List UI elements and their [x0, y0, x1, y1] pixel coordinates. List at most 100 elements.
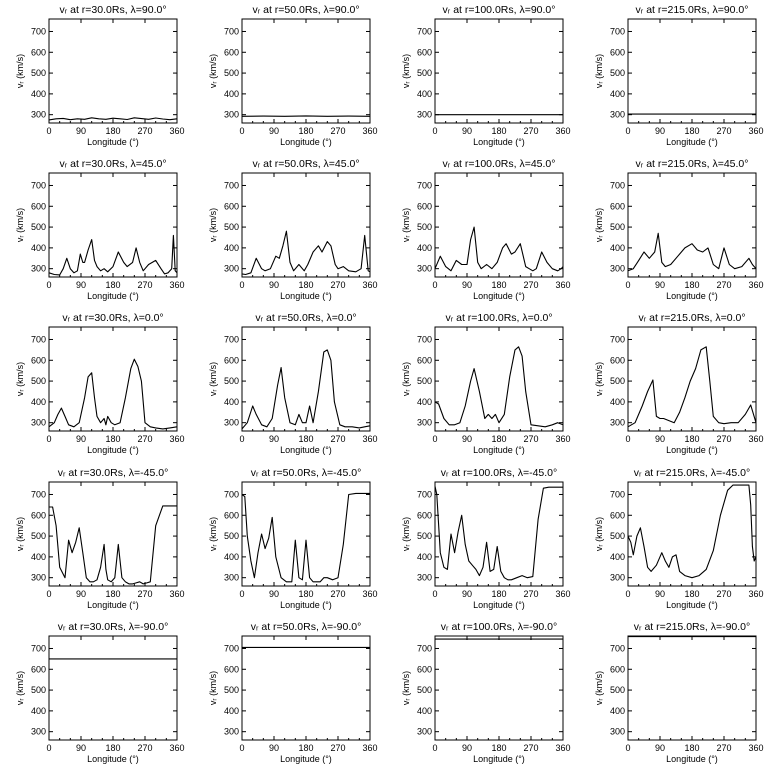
y-tick-label: 500 — [610, 685, 625, 695]
series-line — [434, 346, 564, 428]
x-tick-label: 90 — [655, 434, 665, 444]
x-tick-label: 90 — [76, 589, 86, 599]
x-tick-label: 270 — [523, 434, 538, 444]
x-tick-label: 180 — [105, 126, 120, 136]
x-axis-label: Longitude (°) — [473, 445, 525, 455]
x-tick-label: 0 — [46, 280, 51, 290]
y-tick-label: 700 — [417, 643, 432, 653]
plot-frame — [241, 172, 371, 278]
chart-title: vᵣ at r=30.0Rs, λ=90.0° — [59, 4, 166, 16]
y-tick-label: 600 — [417, 664, 432, 674]
chart-panel: vᵣ at r=215.0Rs, λ=45.0° 0 90 180 270 360 300 4… — [594, 158, 764, 301]
x-tick-label: 90 — [269, 589, 279, 599]
y-tick-label: 400 — [224, 397, 239, 407]
x-tick-label: 180 — [491, 280, 506, 290]
chart-panel: vᵣ at r=215.0Rs, λ=0.0° 0 90 180 270 360 300 40… — [594, 312, 764, 455]
y-tick-label: 500 — [610, 376, 625, 386]
x-tick-label: 360 — [748, 589, 763, 599]
x-tick-label: 360 — [748, 434, 763, 444]
y-tick-label: 700 — [610, 643, 625, 653]
x-tick-label: 0 — [432, 280, 437, 290]
plot-frame — [627, 481, 757, 587]
chart-panel: vᵣ at r=100.0Rs, λ=90.0° 0 90 180 270 360 300 4… — [401, 4, 571, 147]
x-tick-label: 0 — [432, 743, 437, 753]
y-tick-label: 400 — [417, 706, 432, 716]
x-tick-label: 270 — [137, 589, 152, 599]
y-tick-label: 300 — [417, 727, 432, 737]
y-tick-label: 700 — [610, 26, 625, 36]
x-tick-label: 0 — [432, 434, 437, 444]
x-tick-label: 0 — [239, 434, 244, 444]
plot-frame — [627, 326, 757, 432]
y-tick-label: 300 — [224, 264, 239, 274]
y-tick-label: 600 — [417, 47, 432, 57]
series-line — [627, 346, 757, 428]
y-tick-label: 400 — [610, 706, 625, 716]
y-tick-label: 600 — [31, 201, 46, 211]
y-axis-label: vᵣ (km/s) — [208, 362, 218, 396]
series-line — [434, 486, 563, 581]
y-tick-label: 300 — [31, 418, 46, 428]
y-axis-label: vᵣ (km/s) — [15, 517, 25, 551]
chart-title: vᵣ at r=100.0Rs, λ=45.0° — [443, 158, 556, 170]
y-tick-label: 500 — [417, 685, 432, 695]
y-tick-label: 300 — [417, 110, 432, 120]
x-axis-label: Longitude (°) — [666, 291, 718, 301]
x-tick-label: 90 — [462, 280, 472, 290]
plot-frame — [627, 18, 757, 124]
y-tick-label: 700 — [31, 643, 46, 653]
y-tick-label: 500 — [31, 222, 46, 232]
x-axis-label: Longitude (°) — [666, 137, 718, 147]
x-tick-label: 90 — [462, 434, 472, 444]
chart-panel: vᵣ at r=50.0Rs, λ=90.0° 0 90 180 270 360 300 40… — [208, 4, 378, 147]
x-tick-label: 180 — [491, 743, 506, 753]
chart-panel: vᵣ at r=215.0Rs, λ=-45.0° 0 90 180 270 360 300… — [594, 467, 764, 610]
series-line — [627, 484, 757, 579]
y-tick-label: 400 — [417, 243, 432, 253]
y-tick-label: 700 — [610, 334, 625, 344]
y-axis-label: vᵣ (km/s) — [15, 362, 25, 396]
y-tick-label: 700 — [31, 180, 46, 190]
plot-frame — [241, 635, 371, 741]
x-tick-label: 360 — [169, 589, 184, 599]
y-tick-label: 300 — [31, 727, 46, 737]
chart-title: vᵣ at r=100.0Rs, λ=-90.0° — [441, 621, 557, 633]
chart-panel: vᵣ at r=100.0Rs, λ=45.0° 0 90 180 270 360 300 4… — [401, 158, 571, 301]
x-axis-label: Longitude (°) — [280, 137, 332, 147]
x-tick-label: 270 — [137, 126, 152, 136]
x-tick-label: 90 — [76, 743, 86, 753]
x-tick-label: 90 — [462, 589, 472, 599]
x-tick-label: 180 — [684, 434, 699, 444]
x-tick-label: 270 — [716, 589, 731, 599]
x-tick-label: 0 — [46, 589, 51, 599]
x-tick-label: 90 — [269, 434, 279, 444]
plot-frame — [434, 481, 564, 587]
y-tick-label: 700 — [224, 180, 239, 190]
y-tick-label: 400 — [31, 706, 46, 716]
y-tick-label: 500 — [224, 68, 239, 78]
y-tick-label: 500 — [610, 531, 625, 541]
chart-panel: vᵣ at r=100.0Rs, λ=0.0° 0 90 180 270 360 300 40… — [401, 312, 571, 455]
y-tick-label: 600 — [610, 355, 625, 365]
series-line — [49, 505, 177, 585]
x-axis-label: Longitude (°) — [280, 291, 332, 301]
y-tick-label: 500 — [610, 222, 625, 232]
x-tick-label: 90 — [462, 126, 472, 136]
x-tick-label: 270 — [716, 126, 731, 136]
chart-title: vᵣ at r=50.0Rs, λ=-45.0° — [251, 467, 362, 479]
y-tick-label: 700 — [610, 180, 625, 190]
x-axis-label: Longitude (°) — [280, 754, 332, 764]
y-tick-label: 500 — [224, 531, 239, 541]
y-axis-label: vᵣ (km/s) — [401, 54, 411, 88]
x-tick-label: 90 — [655, 126, 665, 136]
x-tick-label: 360 — [169, 126, 184, 136]
y-axis-label: vᵣ (km/s) — [594, 517, 604, 551]
x-tick-label: 270 — [523, 743, 538, 753]
chart-title: vᵣ at r=50.0Rs, λ=45.0° — [252, 158, 359, 170]
x-tick-label: 270 — [330, 126, 345, 136]
chart-panel: vᵣ at r=215.0Rs, λ=90.0° 0 90 180 270 360 300 4… — [594, 4, 764, 147]
series-line — [241, 349, 371, 430]
y-tick-label: 600 — [610, 201, 625, 211]
y-axis-label: vᵣ (km/s) — [594, 54, 604, 88]
